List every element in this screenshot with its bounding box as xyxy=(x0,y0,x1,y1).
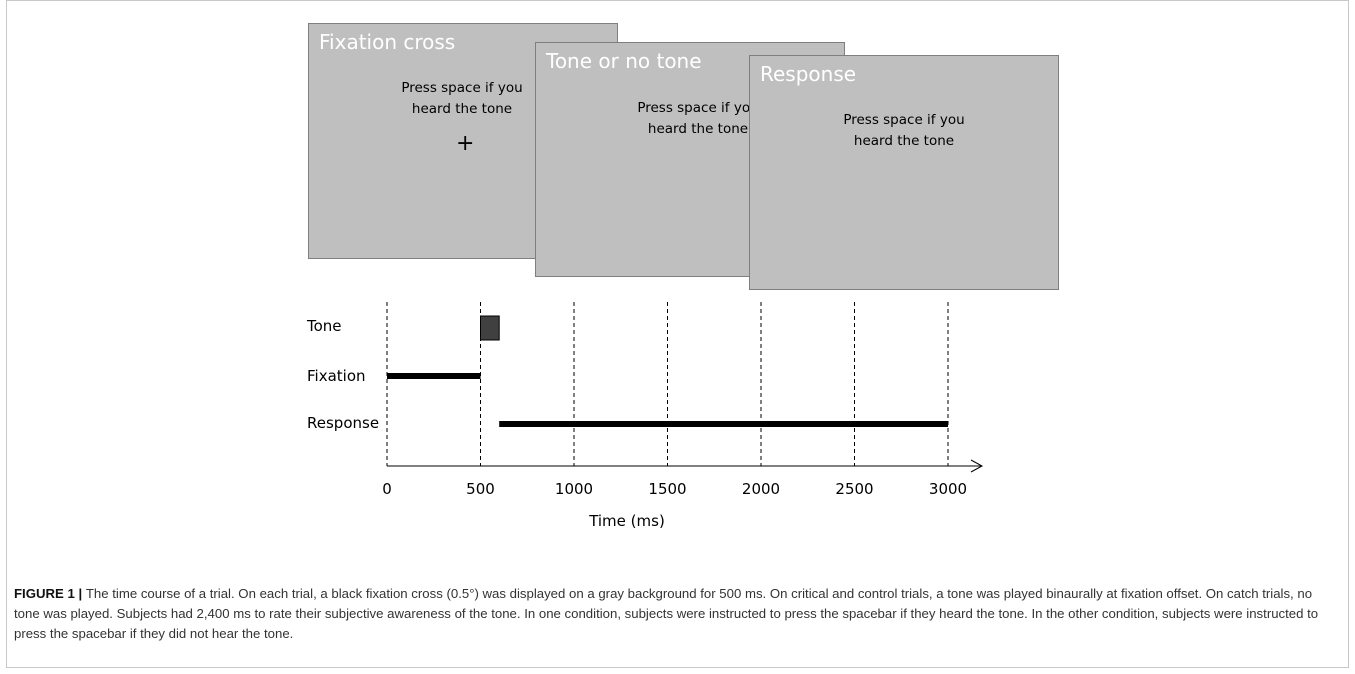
x-tick-label: 500 xyxy=(466,480,495,498)
tone-event-box xyxy=(480,315,500,341)
screen-response: Response Press space if you heard the to… xyxy=(749,55,1059,290)
x-tick-label: 1000 xyxy=(554,480,594,498)
x-tick-label: 0 xyxy=(382,480,392,498)
screen-title: Fixation cross xyxy=(319,30,456,54)
x-tick-label: 2000 xyxy=(741,480,781,498)
caption-separator: | xyxy=(74,586,86,601)
x-tick-label: 2500 xyxy=(835,480,874,498)
caption-text: The time course of a trial. On each tria… xyxy=(14,586,1319,641)
row-label-tone: Tone xyxy=(307,317,342,335)
fixation-cross-icon: + xyxy=(456,131,475,156)
caption-label: FIGURE 1 xyxy=(14,586,75,601)
x-tick-label: 3000 xyxy=(928,480,968,498)
screen-prompt: Press space if you heard the tone xyxy=(401,80,523,117)
screen-prompt: Press space if you heard the tone xyxy=(637,100,759,137)
screen-prompt: Press space if you heard the tone xyxy=(843,112,965,149)
x-axis-title: Time (ms) xyxy=(589,512,665,530)
row-label-response: Response xyxy=(307,414,380,432)
figure-caption: FIGURE 1 | The time course of a trial. O… xyxy=(14,584,1339,644)
screen-title: Response xyxy=(760,62,857,86)
row-label-fixation: Fixation xyxy=(307,367,366,385)
screen-title: Tone or no tone xyxy=(546,49,702,73)
x-axis-arrow-icon xyxy=(970,459,984,473)
x-tick-label: 1500 xyxy=(648,480,687,498)
